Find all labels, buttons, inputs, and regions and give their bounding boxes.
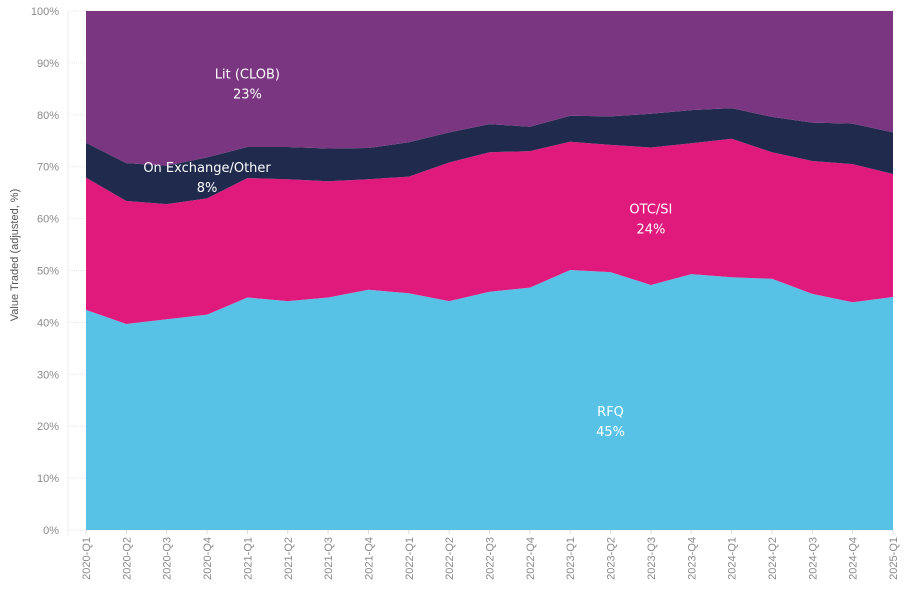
x-tick-label: 2023-Q2: [606, 537, 618, 580]
annotation-label: OTC/SI: [629, 202, 672, 217]
x-tick-label: 2021-Q1: [242, 537, 254, 580]
y-tick-label: 10%: [37, 473, 59, 485]
y-tick-label: 40%: [37, 317, 59, 329]
area-rfq[interactable]: [86, 270, 893, 530]
x-tick-label: 2025-Q1: [888, 537, 900, 580]
annotation-label: RFQ: [597, 405, 624, 420]
series-annotations: Lit (CLOB) 23% On Exchange/Other 8% OTC/SI 24…: [143, 67, 672, 439]
x-tick-label: 2020-Q4: [202, 537, 214, 580]
x-tick-label: 2022-Q2: [444, 537, 456, 580]
y-tick-label: 50%: [37, 266, 59, 278]
x-tick-label: 2020-Q3: [162, 537, 174, 580]
y-axis-ticks: 0% 10% 20% 30% 40% 50% 60% 70% 80% 90% 100%: [31, 6, 59, 537]
y-tick-label: 0%: [43, 525, 59, 537]
annotation-rfq: RFQ 45%: [596, 405, 625, 440]
annotation-label: On Exchange/Other: [143, 161, 271, 176]
x-tick-label: 2021-Q4: [363, 537, 375, 580]
area-layers: [86, 11, 893, 530]
y-tick-label: 20%: [37, 421, 59, 433]
area-on-exchange-other[interactable]: [86, 108, 893, 205]
x-tick-label: 2024-Q4: [848, 537, 860, 580]
x-tick-label: 2022-Q3: [485, 537, 497, 580]
x-tick-label: 2021-Q2: [283, 537, 295, 580]
y-axis-label: Value Traded (adjusted, %): [9, 189, 21, 321]
x-tick-label: 2024-Q3: [807, 537, 819, 580]
x-tick-label: 2023-Q1: [565, 537, 577, 580]
y-tick-label: 30%: [37, 369, 59, 381]
x-tick-label: 2022-Q1: [404, 537, 416, 580]
x-tick-label: 2024-Q2: [767, 537, 779, 580]
y-tick-label: 60%: [37, 214, 59, 226]
x-tick-label: 2020-Q1: [81, 537, 93, 580]
annotation-value: 45%: [596, 425, 625, 440]
area-otc-si[interactable]: [86, 138, 893, 324]
y-tick-label: 70%: [37, 162, 59, 174]
annotation-label: Lit (CLOB): [215, 67, 280, 82]
annotation-value: 24%: [636, 222, 665, 237]
annotation-lit-clob: Lit (CLOB) 23%: [215, 67, 280, 102]
x-tick-label: 2024-Q1: [727, 537, 739, 580]
x-tick-label: 2022-Q4: [525, 537, 537, 580]
y-tick-label: 100%: [31, 6, 59, 18]
annotation-value: 23%: [233, 87, 262, 102]
y-tick-label: 90%: [37, 58, 59, 70]
annotation-on-exchange-other: On Exchange/Other 8%: [143, 161, 271, 196]
x-tick-label: 2023-Q4: [686, 537, 698, 580]
annotation-value: 8%: [197, 181, 218, 196]
annotation-otc-si: OTC/SI 24%: [629, 202, 672, 237]
x-tick-label: 2023-Q3: [646, 537, 658, 580]
area-lit-clob[interactable]: [86, 11, 893, 166]
x-tick-label: 2021-Q3: [323, 537, 335, 580]
x-tick-label: 2020-Q2: [121, 537, 133, 580]
y-tick-label: 80%: [37, 110, 59, 122]
x-axis-ticks: 2020-Q1 2020-Q2 2020-Q3 2020-Q4 2021-Q1 2021-…: [81, 530, 900, 580]
